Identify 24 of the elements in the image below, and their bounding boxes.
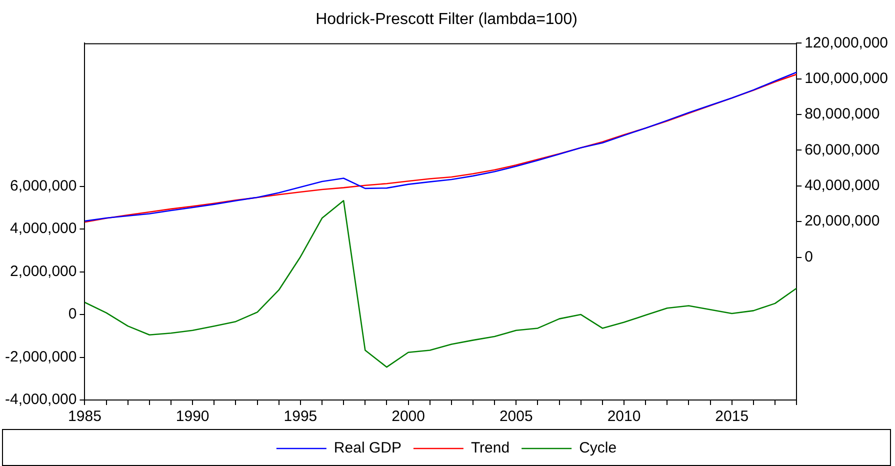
y2-tick-label: 0 (804, 248, 813, 266)
legend-label: Trend (470, 440, 510, 457)
x-tick-label: 2015 (715, 408, 749, 426)
y2-tick-label: 60,000,000 (804, 141, 880, 158)
y2-tick-label: 80,000,000 (804, 106, 880, 123)
y2-tick-label: 20,000,000 (804, 212, 880, 230)
y-tick-label: -2,000,000 (4, 348, 77, 366)
x-tick-label: 2005 (499, 408, 533, 426)
x-tick-label: 1985 (68, 408, 102, 426)
x-tick-label: 1990 (176, 408, 210, 426)
chart-title: Hodrick-Prescott Filter (lambda=100) (316, 11, 578, 28)
x-tick-label: 1995 (284, 408, 318, 426)
y-tick-label: 2,000,000 (10, 262, 77, 280)
x-tick-label: 2000 (392, 408, 425, 426)
y2-tick-label: 40,000,000 (804, 177, 880, 194)
legend-label: Cycle (579, 440, 617, 457)
y-tick-label: -4,000,000 (4, 391, 77, 408)
legend-label: Real GDP (334, 440, 402, 457)
y-tick-label: 6,000,000 (10, 177, 77, 194)
y-tick-label: 0 (68, 306, 77, 323)
y2-tick-label: 100,000,000 (804, 70, 888, 88)
y2-tick-label: 120,000,000 (804, 34, 888, 52)
x-tick-label: 2010 (607, 408, 641, 426)
y-tick-label: 4,000,000 (10, 220, 77, 238)
